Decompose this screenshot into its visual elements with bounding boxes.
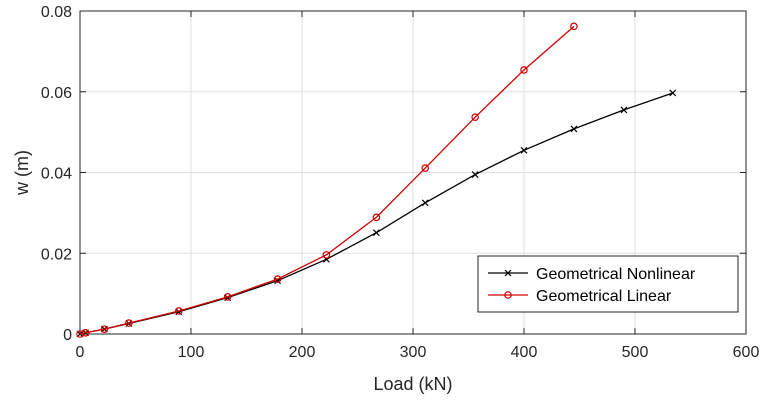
x-tick-label: 200 (289, 344, 316, 361)
legend-swatch-marker (504, 291, 512, 299)
data-point (372, 213, 381, 222)
legend-box (477, 255, 739, 313)
data-point (520, 146, 528, 154)
y-tick-label: 0 (63, 327, 72, 344)
series-linear (76, 22, 578, 338)
x-tick-label: 100 (178, 344, 205, 361)
data-point (669, 89, 677, 97)
data-point (81, 328, 90, 337)
y-tick-label: 0.04 (41, 166, 72, 183)
y-axis-ticks: 0 0.02 0.04 0.06 0.08 (41, 4, 746, 344)
data-point (570, 22, 578, 31)
x-tick-label: 600 (733, 344, 760, 361)
data-point (421, 199, 429, 207)
legend-item: Geometrical Nonlinear (488, 266, 696, 283)
data-point (125, 319, 133, 327)
data-point (471, 171, 479, 178)
legend-label: Geometrical Nonlinear (536, 266, 696, 283)
data-point (223, 293, 232, 301)
legend-swatch-marker (504, 269, 512, 277)
data-point (322, 251, 331, 259)
x-tick-label: 400 (511, 344, 538, 361)
y-axis-label: w (m) (12, 150, 32, 196)
data-point (471, 113, 479, 121)
legend-item: Geometrical Linear (488, 288, 672, 305)
x-axis-ticks: 0 100 200 300 400 500 600 (76, 11, 760, 361)
x-tick-label: 500 (622, 344, 649, 361)
data-point (174, 307, 183, 315)
data-point (76, 330, 84, 338)
y-tick-label: 0.06 (41, 85, 72, 102)
legend-label: Geometrical Linear (536, 288, 672, 305)
legend: Geometrical Nonlinear Geometrical Linear (477, 255, 739, 313)
series-layer (76, 22, 677, 338)
data-point (421, 164, 430, 172)
data-point (620, 106, 628, 114)
data-point (570, 125, 578, 133)
data-point (520, 66, 528, 74)
series-line (79, 25, 575, 335)
data-point (100, 325, 109, 333)
x-tick-label: 0 (76, 344, 85, 361)
y-tick-label: 0.02 (41, 246, 72, 263)
x-tick-label: 300 (400, 344, 427, 361)
y-tick-label: 0.08 (41, 4, 72, 21)
data-point (372, 229, 380, 237)
x-axis-label: Load (kN) (373, 374, 452, 394)
data-point (273, 275, 282, 283)
